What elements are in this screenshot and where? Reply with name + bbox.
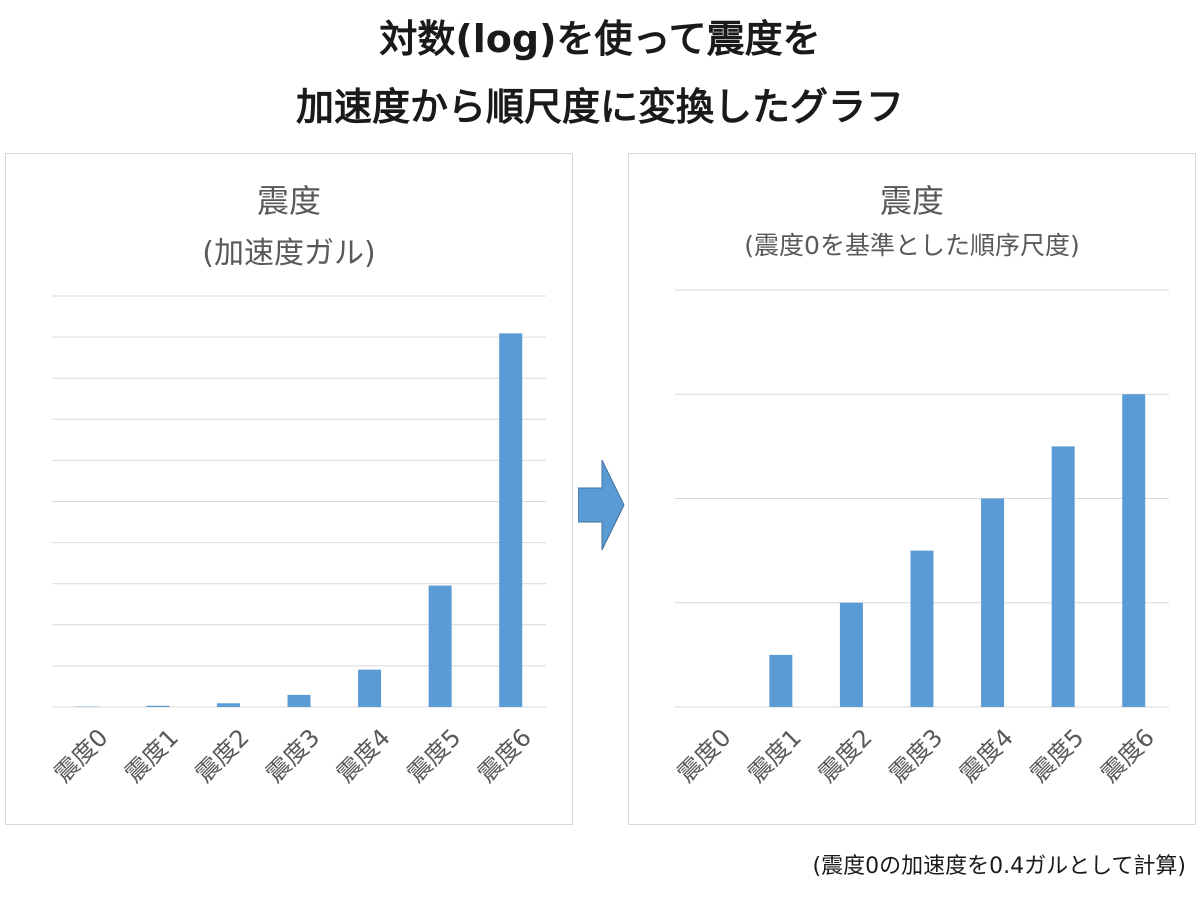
- chart-panel-acceleration: 震度 (加速度ガル) 震度0 震度1 震度2 震度3 震度4 震度5 震度6: [5, 153, 573, 825]
- bar: [910, 550, 934, 707]
- chart-title: 震度: [879, 182, 944, 220]
- chart-plot-acceleration: 震度0 震度1 震度2 震度3 震度4 震度5 震度6: [49, 295, 546, 788]
- main-title-line2: 加速度から順尺度に変換したグラフ: [295, 85, 904, 129]
- bar: [287, 694, 311, 707]
- x-tick-label: 震度1: [743, 723, 808, 788]
- x-tick-label: 震度5: [1025, 723, 1090, 788]
- bar: [216, 703, 240, 707]
- bar: [358, 669, 382, 707]
- main-title-line1: 対数(log)を使って震度を: [379, 17, 821, 61]
- chart-panel-ordinal: 震度 (震度0を基準とした順序尺度) 震度0 震度1 震度2 震度3 震度4 震度5 震度6: [628, 153, 1196, 825]
- bar: [428, 585, 452, 707]
- x-tick-label: 震度4: [331, 723, 396, 788]
- bar: [146, 705, 170, 707]
- bar: [839, 602, 863, 707]
- x-tick-label: 震度5: [402, 723, 467, 788]
- x-tick-label: 震度0: [49, 723, 114, 788]
- chart-plot-ordinal: 震度0 震度1 震度2 震度3 震度4 震度5 震度6: [672, 289, 1169, 788]
- footnote: (震度0の加速度を0.4ガルとして計算): [812, 854, 1187, 879]
- x-tick-label: 震度2: [813, 723, 878, 788]
- bar: [1051, 446, 1075, 707]
- x-tick-label: 震度6: [472, 723, 537, 788]
- x-tick-label: 震度3: [884, 723, 949, 788]
- x-tick-label: 震度6: [1095, 723, 1160, 788]
- x-tick-label: 震度0: [672, 723, 737, 788]
- bar: [981, 498, 1005, 707]
- x-tick-label: 震度1: [120, 723, 185, 788]
- bar: [769, 654, 793, 707]
- chart-subtitle: (加速度ガル): [202, 236, 376, 271]
- right-arrow-icon: [578, 460, 625, 550]
- bar: [499, 333, 523, 707]
- x-tick-label: 震度2: [190, 723, 255, 788]
- x-tick-label: 震度3: [261, 723, 326, 788]
- bar: [1122, 394, 1146, 707]
- x-tick-label: 震度4: [954, 723, 1019, 788]
- chart-title: 震度: [256, 182, 321, 220]
- chart-subtitle: (震度0を基準とした順序尺度): [744, 231, 1080, 260]
